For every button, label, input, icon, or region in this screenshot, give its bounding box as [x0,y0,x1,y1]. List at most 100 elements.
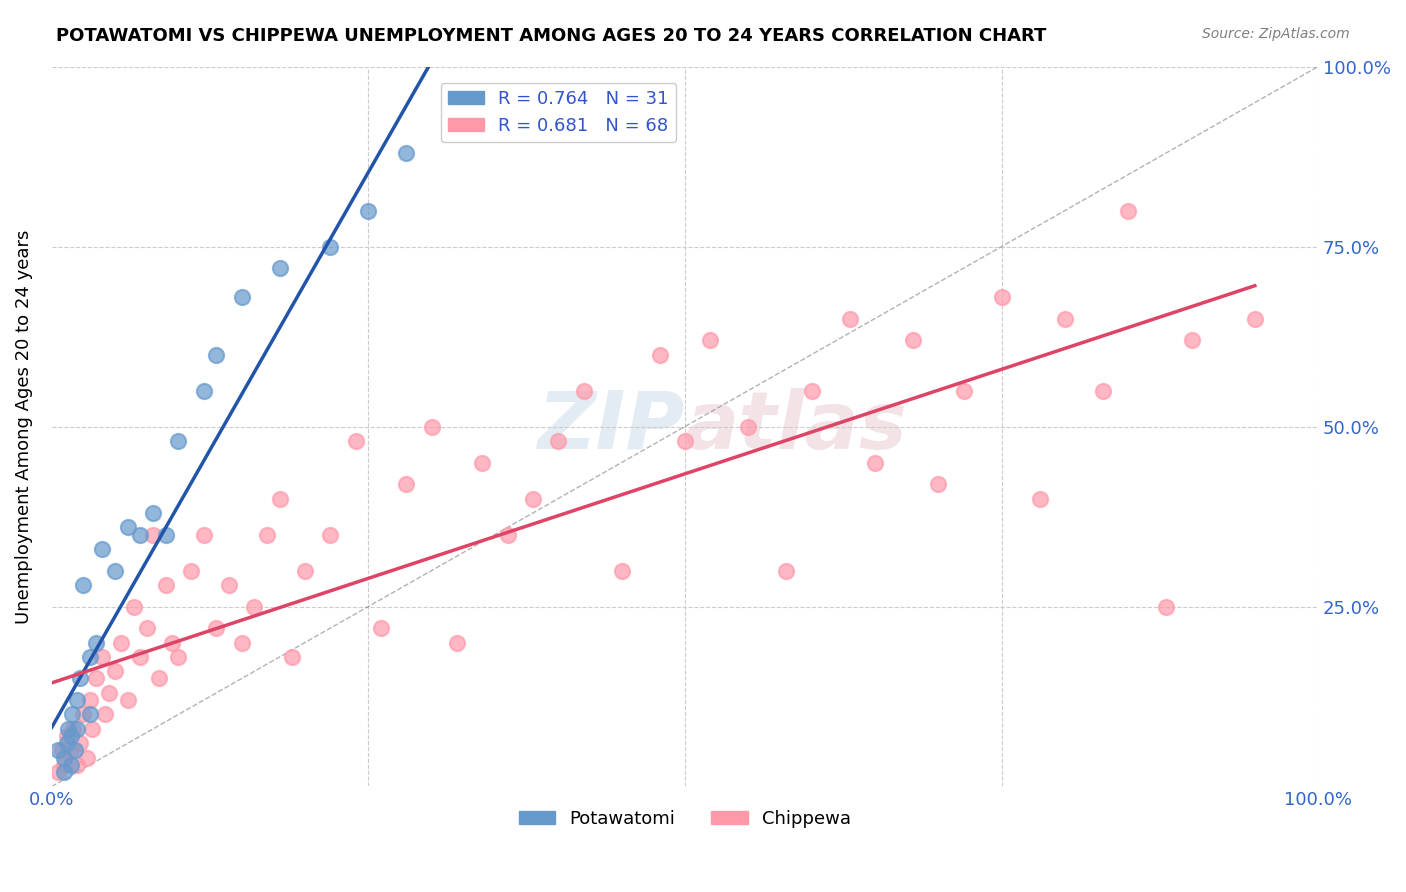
Point [62,722,84,736]
Point [56,729,79,743]
Point [58,722,80,736]
Point [205,347,228,361]
Point [269,261,291,276]
Point [79,693,101,707]
Point [458,95,481,110]
Point [94,707,117,722]
Point [800,384,823,398]
Point [243,599,266,614]
Point [53,750,76,764]
Point [193,527,215,541]
Point [990,290,1012,304]
Y-axis label: Unemployment Among Ages 20 to 24 years: Unemployment Among Ages 20 to 24 years [15,229,32,624]
Point [699,333,721,347]
Point [72,707,94,722]
Point [104,564,127,578]
Point [53,757,76,772]
Point [129,527,152,541]
Point [69,736,91,750]
Point [79,649,101,664]
Point [193,384,215,398]
Point [51,743,73,757]
Point [148,672,170,686]
Point [572,384,595,398]
Point [91,541,114,556]
Legend: Potawatomi, Chippewa: Potawatomi, Chippewa [512,803,858,835]
Point [66,693,89,707]
Point [82,722,104,736]
Point [84,635,107,649]
Point [420,419,443,434]
Point [344,434,367,448]
Point [117,520,139,534]
Point [256,527,278,541]
Point [496,527,519,541]
Point [319,239,342,253]
Point [838,311,860,326]
Point [1116,203,1139,218]
Point [547,434,569,448]
Point [76,750,98,764]
Point [129,649,152,664]
Point [142,506,165,520]
Point [1053,311,1076,326]
Point [522,491,544,506]
Point [395,146,418,161]
Point [180,564,202,578]
Point [53,765,76,780]
Point [142,527,165,541]
Point [648,347,671,361]
Point [1028,491,1050,506]
Point [122,599,145,614]
Text: ZIP: ZIP [537,387,685,466]
Point [231,635,253,649]
Point [46,743,69,757]
Point [56,736,79,750]
Point [370,621,392,635]
Point [72,578,94,592]
Point [59,757,82,772]
Point [901,333,924,347]
Point [91,649,114,664]
Point [69,672,91,686]
Point [167,649,190,664]
Point [446,635,468,649]
Point [737,419,759,434]
Point [167,434,190,448]
Point [84,672,107,686]
Point [205,621,228,635]
Point [1243,311,1265,326]
Point [281,649,304,664]
Point [110,635,132,649]
Point [97,686,120,700]
Point [357,203,380,218]
Point [218,578,240,592]
Point [610,564,633,578]
Point [952,384,974,398]
Point [160,635,183,649]
Text: atlas: atlas [685,387,908,466]
Point [155,527,177,541]
Point [60,707,83,722]
Point [471,456,494,470]
Point [1154,599,1177,614]
Point [863,456,886,470]
Point [1180,333,1202,347]
Point [319,527,342,541]
Point [59,729,82,743]
Point [673,434,696,448]
Point [155,578,177,592]
Point [46,765,69,780]
Point [66,757,89,772]
Point [231,290,253,304]
Point [79,707,101,722]
Point [135,621,157,635]
Point [395,477,418,491]
Point [104,665,127,679]
Point [66,722,89,736]
Point [63,743,86,757]
Point [927,477,949,491]
Point [294,564,316,578]
Point [117,693,139,707]
Text: Source: ZipAtlas.com: Source: ZipAtlas.com [1202,27,1350,41]
